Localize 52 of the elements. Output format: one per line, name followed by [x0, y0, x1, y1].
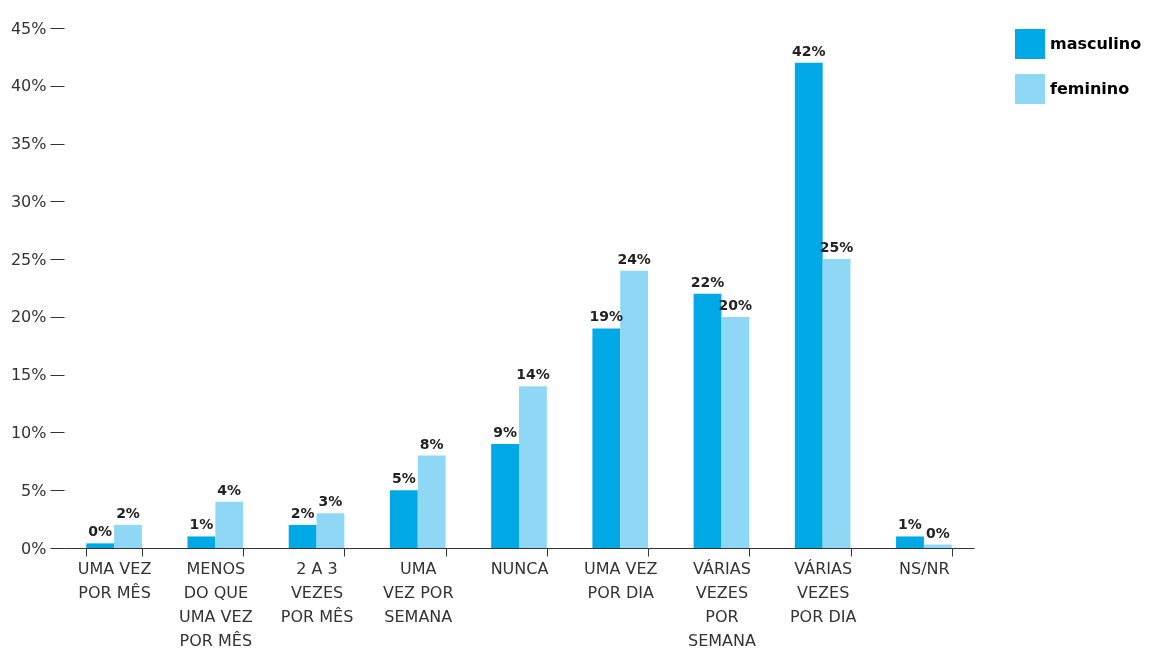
- y-tick-label: 35%: [10, 134, 47, 154]
- data-label: 14%: [516, 366, 550, 383]
- legend-label: masculino: [1050, 34, 1142, 53]
- bar: [896, 536, 924, 548]
- data-label: 42%: [791, 42, 826, 59]
- data-label: 3%: [318, 493, 343, 510]
- bar: [592, 328, 621, 548]
- bar: [794, 62, 823, 548]
- bar: [389, 490, 418, 548]
- x-tick-label: UMA VEZ POR SEMANA: [383, 558, 454, 626]
- bar: [822, 259, 851, 548]
- bar: [519, 386, 547, 548]
- data-label: 9%: [493, 424, 517, 440]
- y-tick-label: 20%: [10, 307, 47, 327]
- y-tick-label: 30%: [10, 191, 47, 211]
- y-tick-label: 15%: [10, 365, 47, 385]
- data-label: 19%: [589, 308, 624, 325]
- y-tick-label: 40%: [10, 76, 47, 96]
- data-label: 0%: [925, 524, 950, 541]
- x-tick-label: NUNCA: [490, 558, 549, 578]
- y-tick-label: 10%: [10, 422, 47, 442]
- data-label: 24%: [617, 250, 651, 267]
- x-tick-label: 2 A 3 VEZES POR MÊS: [280, 558, 354, 626]
- bar: [86, 543, 115, 548]
- y-tick-label: 25%: [10, 249, 47, 269]
- x-tick-label: UMA VEZ POR DIA: [583, 558, 658, 602]
- legend-label: feminino: [1050, 79, 1130, 98]
- x-tick-label: MENOS DO QUE UMA VEZ POR MÊS: [179, 558, 253, 648]
- data-label: 22%: [690, 273, 725, 290]
- x-tick-label: NS/NR: [899, 558, 950, 578]
- bar: [215, 501, 244, 548]
- data-label: 1%: [898, 516, 922, 533]
- bar: [288, 524, 317, 548]
- data-label: 0%: [88, 523, 113, 540]
- bar: [491, 444, 519, 548]
- x-tick-label: VÁRIAS VEZES POR SEMANA: [687, 558, 756, 648]
- y-tick-label: 45%: [10, 18, 47, 38]
- data-label: 1%: [189, 516, 214, 533]
- data-label: 4%: [217, 481, 242, 498]
- y-tick-label: 5%: [21, 480, 47, 500]
- y-tick-label: 0%: [21, 538, 47, 558]
- data-label: 2%: [290, 504, 315, 521]
- data-label: 5%: [391, 470, 416, 487]
- bar: [316, 513, 345, 548]
- data-label: 8%: [419, 435, 444, 452]
- bar: [114, 524, 142, 548]
- bar: [721, 316, 750, 548]
- x-tick-label: VÁRIAS VEZES POR DIA: [789, 558, 857, 626]
- bar: [417, 455, 446, 548]
- bar: [187, 536, 216, 548]
- x-tick-label: UMA VEZ POR MÊS: [77, 558, 152, 602]
- data-label: 2%: [116, 504, 140, 521]
